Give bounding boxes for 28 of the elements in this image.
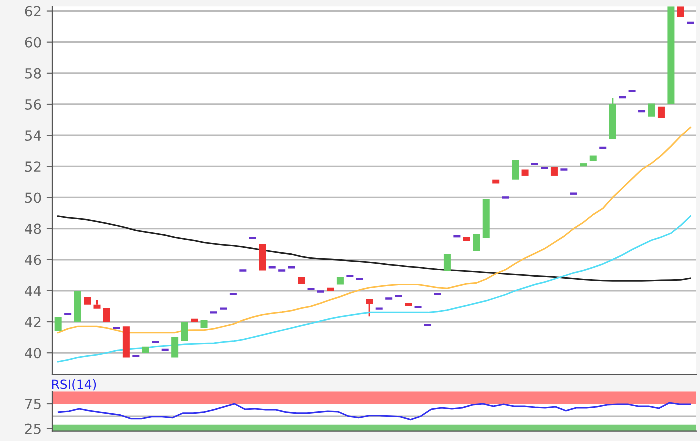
line-series (58, 216, 692, 363)
y-tick-label: 54 (25, 130, 42, 142)
y-tick-label: 60 (25, 37, 42, 48)
candlestick (686, 22, 696, 24)
y-tick-label: 46 (25, 254, 42, 266)
y-tick-label: 62 (25, 6, 41, 17)
candlestick (598, 146, 608, 150)
y-tick-label: 25 (25, 424, 41, 434)
line-series (58, 216, 692, 282)
y-tick-label: 58 (25, 68, 42, 79)
y-tick-label: 42 (25, 316, 41, 328)
candlestick (433, 292, 442, 296)
y-tick-label: 44 (25, 286, 42, 296)
y-tick-label: 75 (26, 399, 41, 410)
line-series (58, 402, 692, 421)
y-tick-label: 50 (25, 192, 42, 204)
candlestick (637, 110, 647, 113)
y-tick-label: 48 (25, 224, 42, 234)
candlestick (452, 235, 462, 238)
y-tick-label: 52 (25, 162, 41, 172)
candlestick (228, 292, 238, 296)
y-tick-label: 40 (25, 348, 42, 359)
candlestick (618, 96, 628, 99)
candlestick (306, 288, 316, 291)
line-series (58, 127, 692, 334)
candlestick (160, 348, 170, 352)
chart-title: RSI(14) (52, 380, 96, 391)
y-tick-label: 56 (25, 99, 42, 110)
